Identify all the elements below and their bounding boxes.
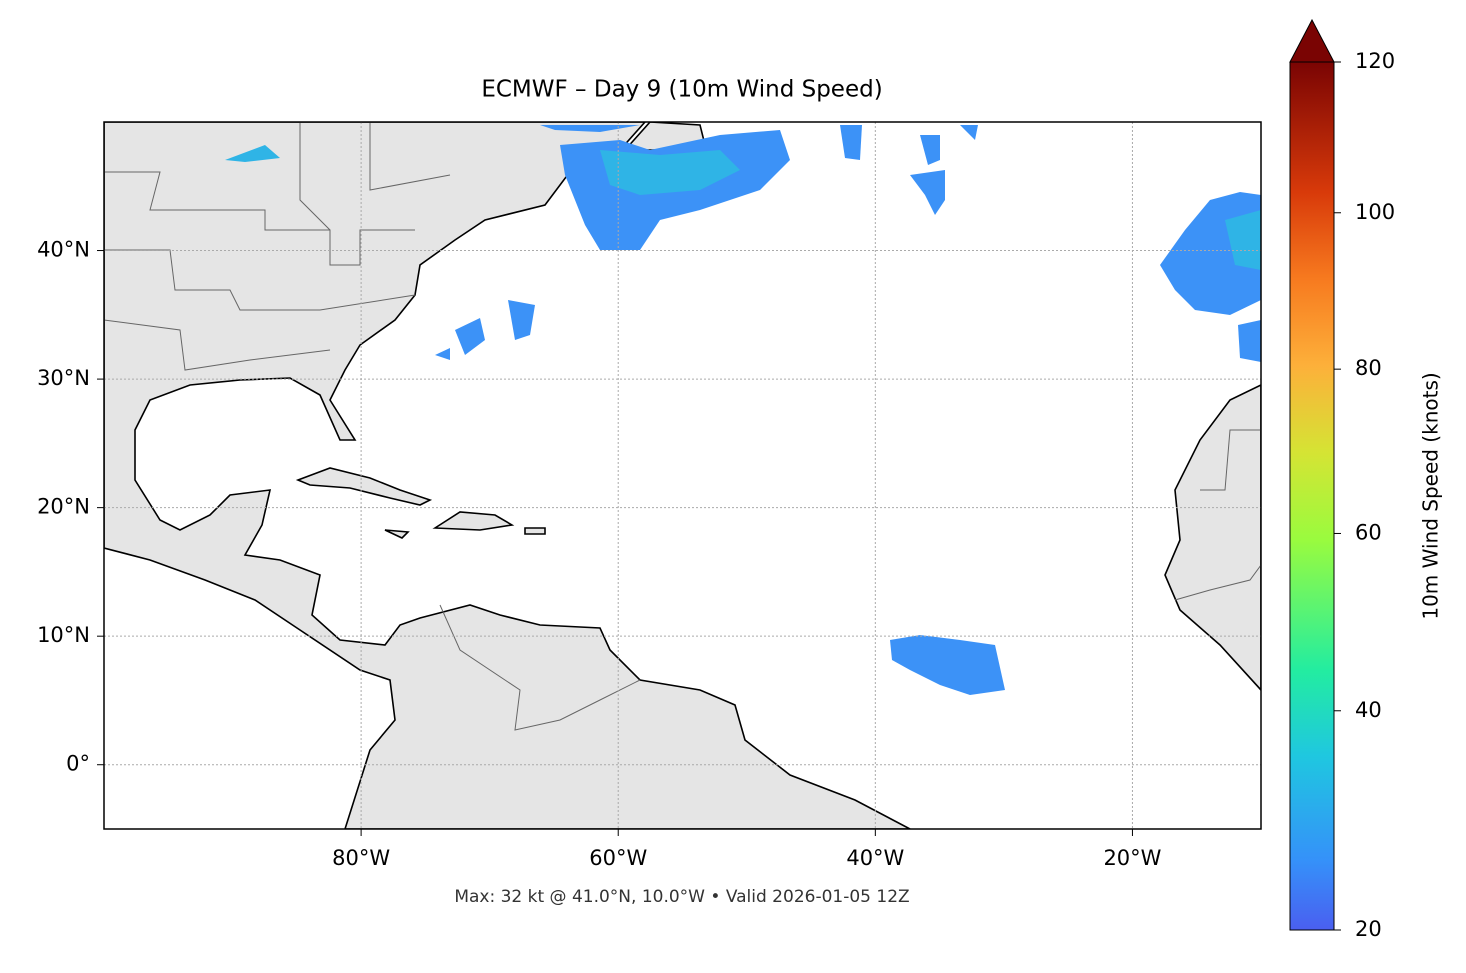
x-tick-label: 60°W bbox=[589, 846, 647, 870]
colorbar-label: 10m Wind Speed (knots) bbox=[1419, 372, 1443, 619]
colorbar bbox=[1289, 61, 1335, 931]
borders bbox=[104, 122, 1261, 731]
y-tick-label: 30°N bbox=[37, 366, 90, 390]
x-tick-label: 20°W bbox=[1103, 846, 1161, 870]
colorbar-tick-label: 80 bbox=[1355, 356, 1382, 380]
cuba bbox=[295, 467, 433, 506]
colorbar-extend bbox=[1289, 18, 1335, 63]
jamaica bbox=[384, 529, 410, 539]
x-tick-label: 80°W bbox=[332, 846, 390, 870]
colorbar-tick-label: 40 bbox=[1355, 698, 1382, 722]
colorbar-tick-label: 20 bbox=[1355, 917, 1382, 941]
hispaniola bbox=[432, 511, 515, 531]
colorbar-tick-label: 120 bbox=[1355, 49, 1395, 73]
plot-frame bbox=[103, 121, 1262, 830]
y-tick-label: 10°N bbox=[37, 623, 90, 647]
footer: Max: 32 kt @ 41.0°N, 10.0°W • Valid 2026… bbox=[454, 887, 909, 907]
americas bbox=[104, 122, 911, 829]
x-tick-label: 40°W bbox=[846, 846, 904, 870]
colorbar-tick-label: 60 bbox=[1355, 520, 1382, 544]
y-tick-label: 0° bbox=[66, 752, 90, 776]
colorbar-tick-label: 100 bbox=[1355, 200, 1395, 224]
wind-field bbox=[225, 125, 1261, 695]
puerto-rico bbox=[524, 527, 546, 535]
map bbox=[104, 122, 1261, 829]
y-tick-label: 20°N bbox=[37, 495, 90, 519]
africa bbox=[1164, 384, 1261, 692]
y-tick-label: 40°N bbox=[37, 238, 90, 262]
chart-title: ECMWF – Day 9 (10m Wind Speed) bbox=[481, 77, 882, 103]
